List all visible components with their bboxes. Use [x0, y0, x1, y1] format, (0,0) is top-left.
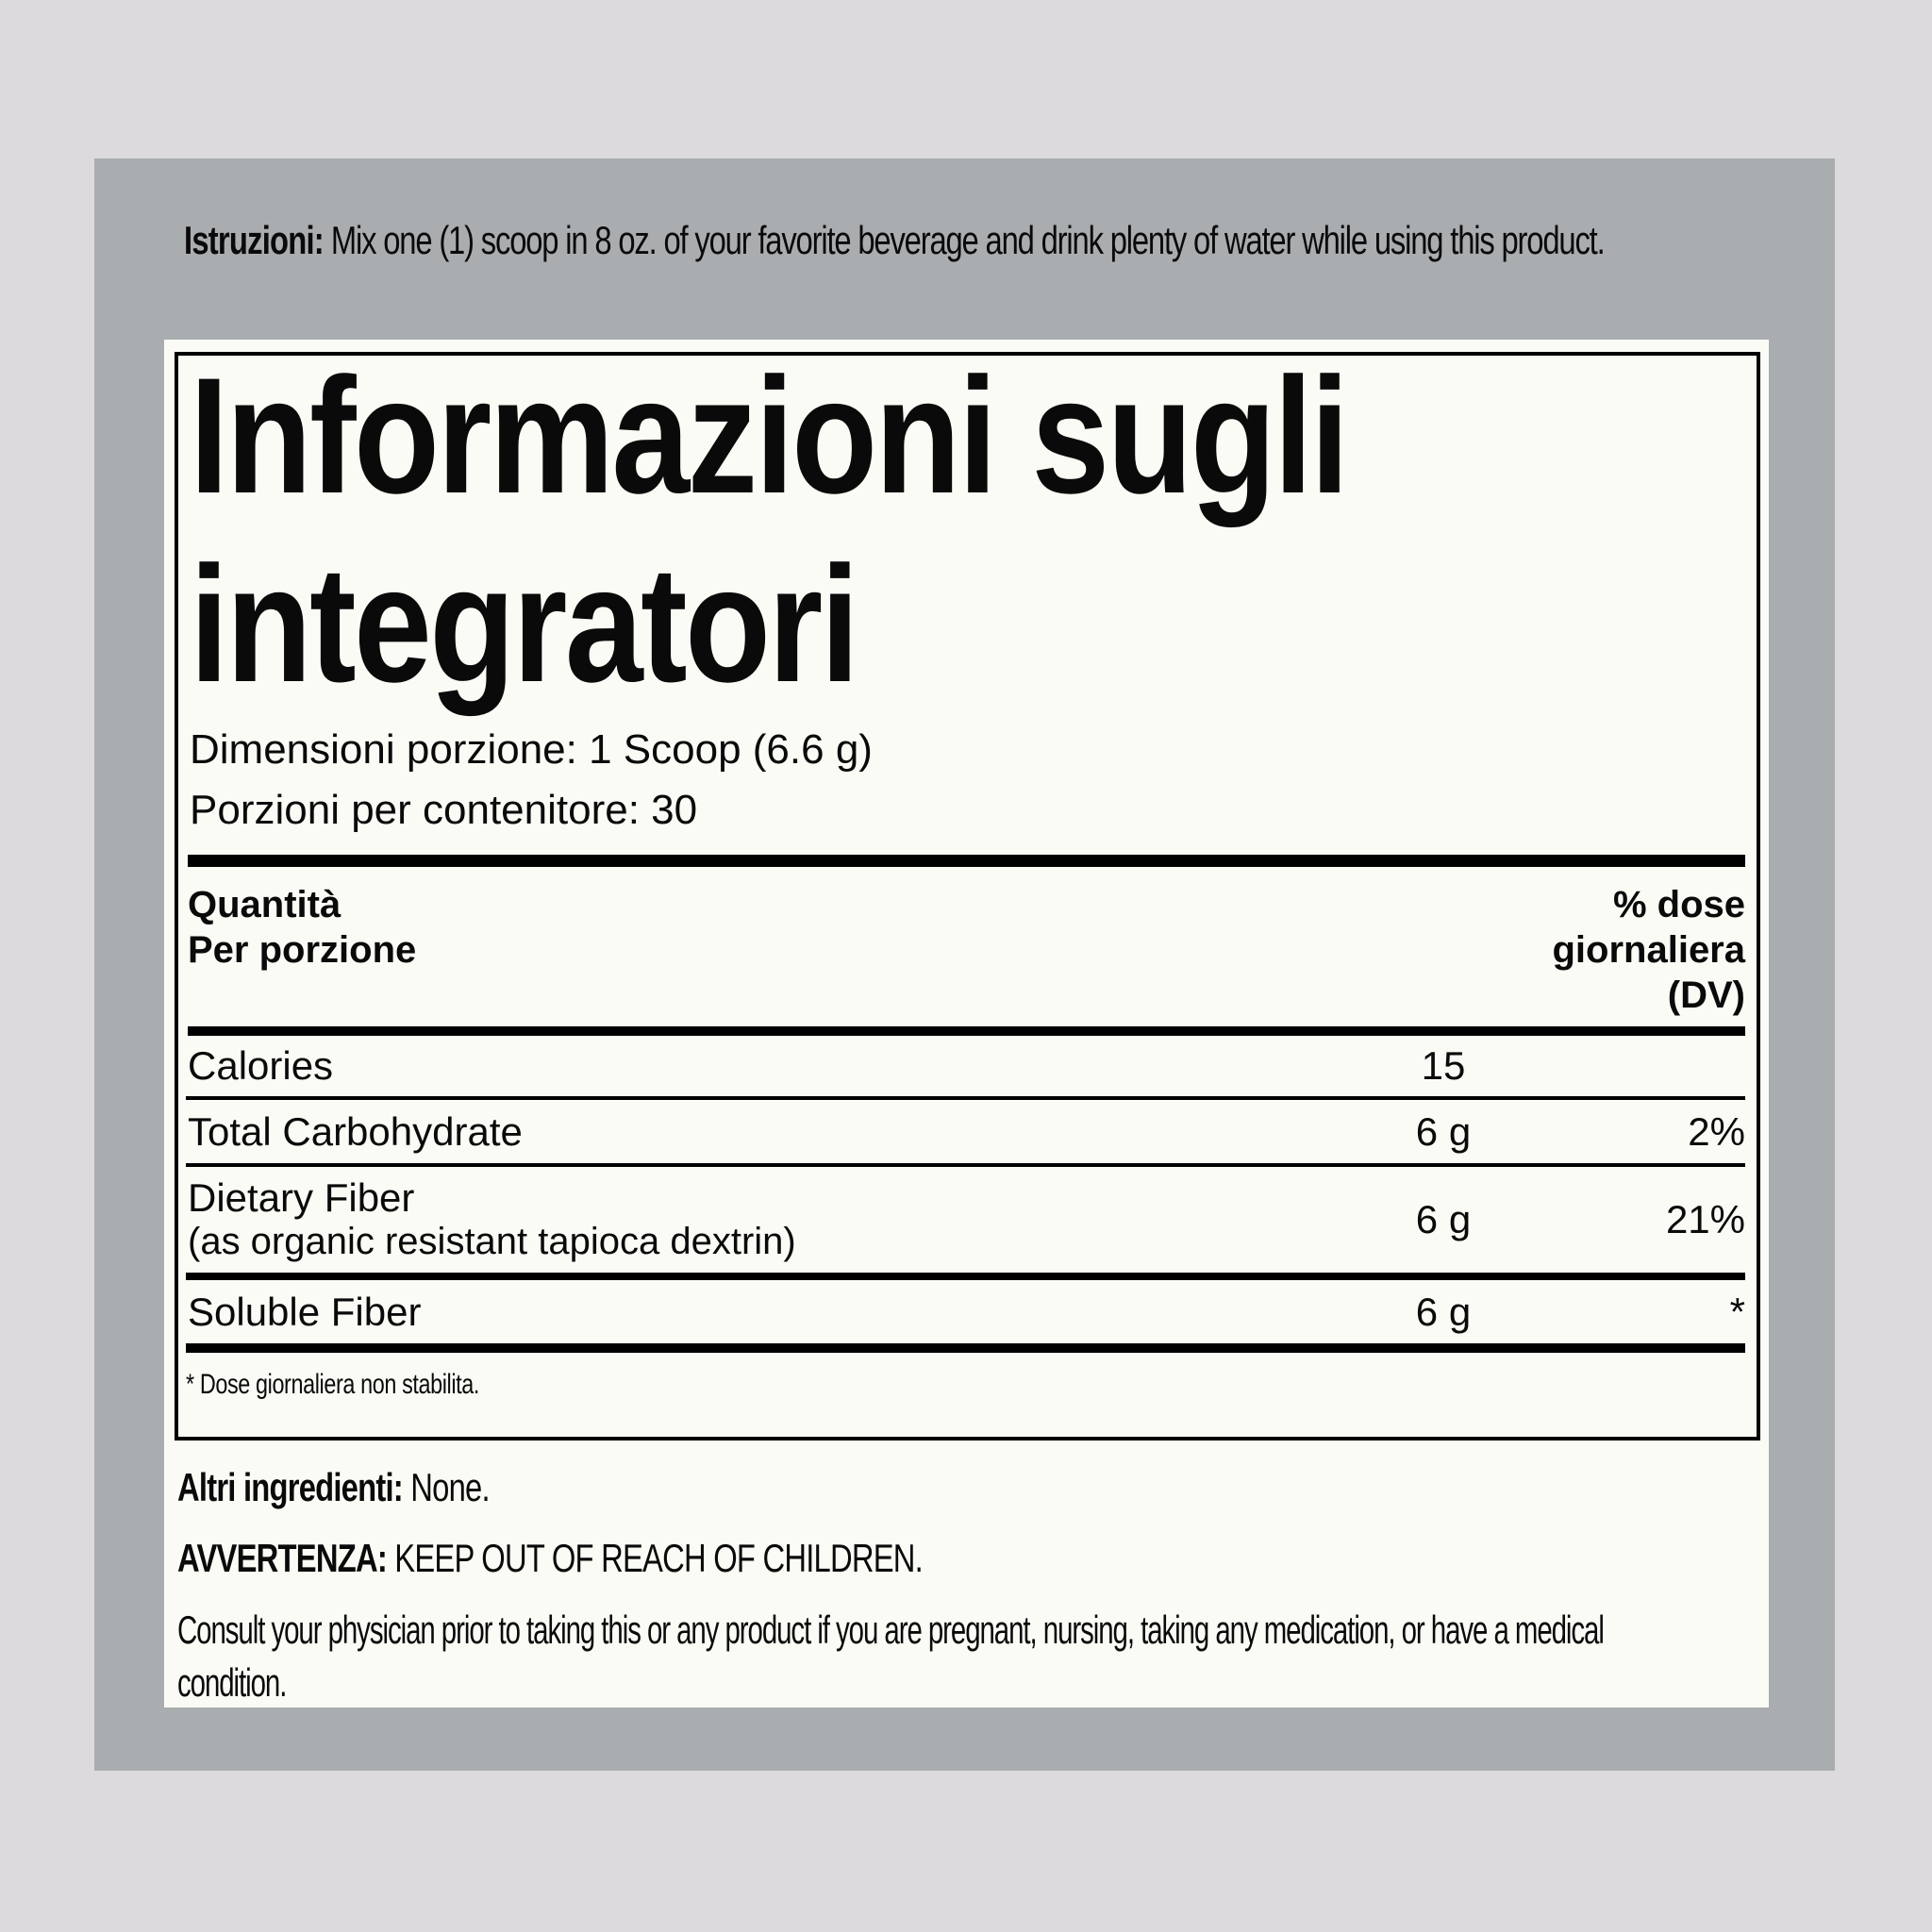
table-row-soluble-fiber: Soluble Fiber 6 g * — [186, 1280, 1745, 1353]
physician-disclaimer: Consult your physician prior to taking t… — [177, 1607, 1605, 1705]
table-row-calories: Calories 15 — [186, 1036, 1745, 1100]
warning-label: AVVERTENZA: — [177, 1536, 388, 1580]
instructions-label: Istruzioni: — [184, 218, 325, 262]
gray-panel: Istruzioni: Mix one (1) scoop in 8 oz. o… — [94, 158, 1835, 1771]
row-name: Dietary Fiber (as organic resistant tapi… — [188, 1176, 1368, 1263]
row-dv: * — [1729, 1289, 1745, 1334]
serving-size-line: Dimensioni porzione: 1 Scoop (6.6 g) — [190, 726, 873, 773]
dv-header-line3: (DV) — [1667, 974, 1745, 1016]
facts-title: Informazioni sugli integratori — [190, 344, 1349, 717]
dv-header-line2: giornaliera — [1552, 929, 1745, 971]
row-amount: 6 g — [1415, 1108, 1472, 1154]
row-dv: 21% — [1665, 1197, 1745, 1241]
row-amount: 6 g — [1415, 1289, 1472, 1334]
other-ingredients-label: Altri ingredienti: — [177, 1465, 404, 1509]
other-ingredients-text: None. — [410, 1465, 490, 1509]
dv-header-line1: % dose — [1612, 884, 1745, 925]
facts-header-row: Quantità Per porzione % dose giornaliera… — [186, 867, 1745, 1026]
warning-text: KEEP OUT OF REACH OF CHILDREN. — [394, 1536, 923, 1580]
instructions-text: Mix one (1) scoop in 8 oz. of your favor… — [330, 218, 1606, 262]
row-name: Calories — [188, 1043, 334, 1088]
servings-per-container-line: Porzioni per contenitore: 30 — [190, 787, 698, 833]
amount-column-header: Quantità Per porzione — [188, 882, 416, 973]
warning-line: AVVERTENZA: KEEP OUT OF REACH OF CHILDRE… — [177, 1533, 924, 1584]
row-name: Total Carbohydrate — [188, 1108, 523, 1154]
divider-bar-header — [188, 1026, 1745, 1036]
amount-header-line1: Quantità — [188, 884, 341, 925]
row-amount: 6 g — [1415, 1197, 1472, 1241]
supplement-facts-box: Informazioni sugli integratori Dimension… — [175, 344, 1760, 1441]
row-name-sub: (as organic resistant tapioca dextrin) — [188, 1221, 796, 1262]
supplement-label: Informazioni sugli integratori Dimension… — [164, 340, 1769, 1707]
dv-column-header: % dose giornaliera (DV) — [1552, 882, 1745, 1018]
row-amount: 15 — [1421, 1043, 1466, 1088]
instructions-paragraph: Istruzioni: Mix one (1) scoop in 8 oz. o… — [184, 213, 1700, 268]
row-dv: 2% — [1688, 1108, 1745, 1154]
other-ingredients-line: Altri ingredienti: None. — [177, 1462, 491, 1513]
amount-header-line2: Per porzione — [188, 929, 417, 971]
row-name-main: Dietary Fiber — [188, 1175, 415, 1220]
divider-bar-thick — [188, 855, 1745, 867]
table-row-total-carbohydrate: Total Carbohydrate 6 g 2% — [186, 1100, 1745, 1167]
table-row-dietary-fiber: Dietary Fiber (as organic resistant tapi… — [186, 1167, 1745, 1280]
dv-footnote: * Dose giornaliera non stabilita. — [186, 1369, 480, 1400]
row-name: Soluble Fiber — [188, 1289, 422, 1334]
